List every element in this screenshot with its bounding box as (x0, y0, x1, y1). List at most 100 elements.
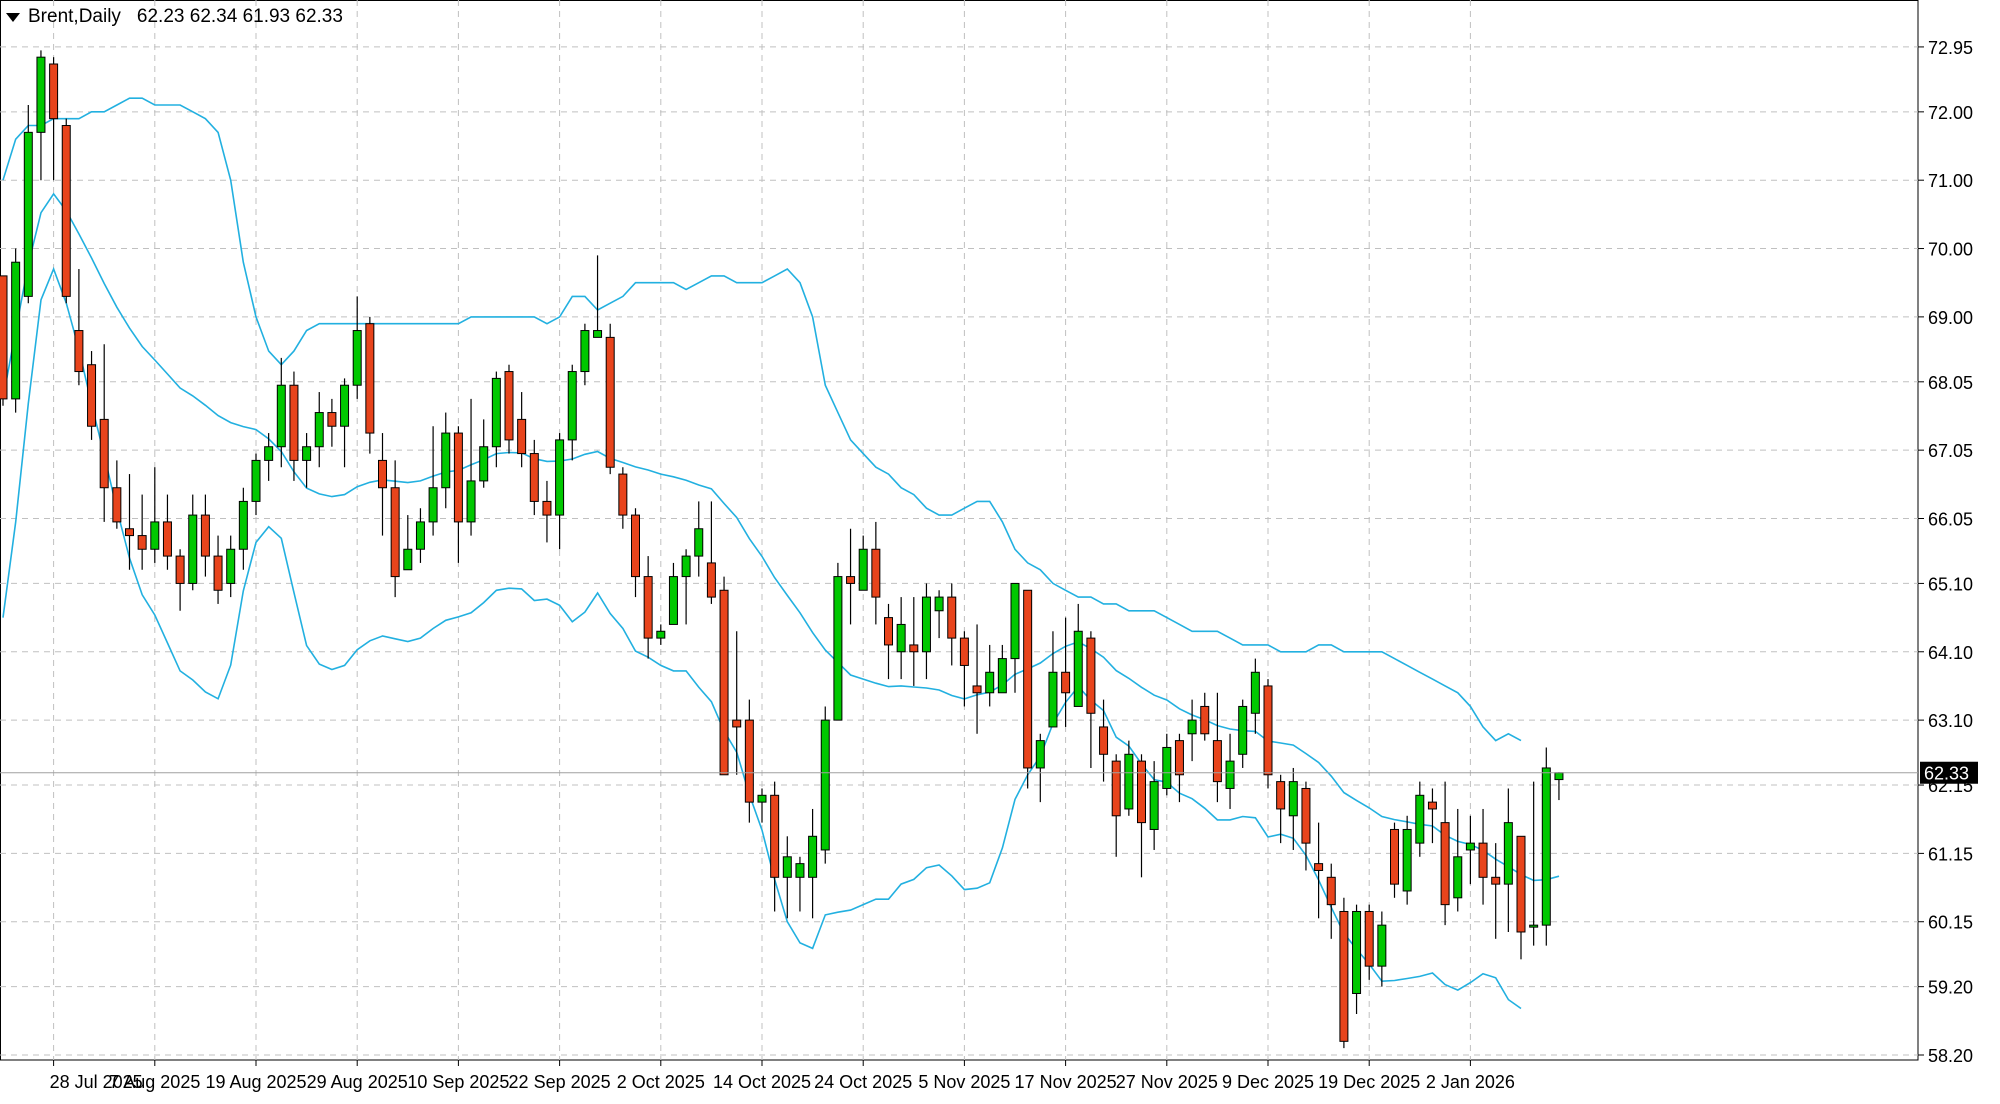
bull-candle-body (1529, 924, 1539, 928)
candle (340, 378, 350, 468)
bear-candle-body (162, 521, 172, 557)
x-tick-label: 7 Aug 2025 (109, 1072, 200, 1092)
bear-candle-body (972, 685, 982, 694)
candle (555, 433, 565, 550)
bear-candle-body (1339, 910, 1349, 1042)
y-tick-label: 63.10 (1928, 711, 1973, 731)
candle (694, 501, 704, 577)
collapse-triangle-icon[interactable] (6, 12, 20, 22)
candle (1276, 774, 1286, 844)
bear-candle-body (137, 535, 147, 550)
candle (99, 344, 109, 522)
x-tick-label: 2 Jan 2026 (1426, 1072, 1515, 1092)
y-tick-label: 72.00 (1928, 103, 1973, 123)
candle (327, 398, 337, 447)
candle (719, 576, 729, 776)
candle (1099, 699, 1109, 782)
bull-candle-body (1187, 719, 1197, 735)
candle (1516, 835, 1526, 960)
candle (770, 781, 780, 912)
x-tick-label: 27 Nov 2025 (1116, 1072, 1218, 1092)
candle (162, 494, 172, 570)
candle (1541, 747, 1551, 946)
bull-candle-body (833, 576, 843, 721)
bear-candle-body (744, 719, 754, 803)
bull-candle-body (555, 439, 565, 516)
candle (441, 412, 451, 509)
y-tick-label: 71.00 (1928, 171, 1973, 191)
bull-candle-body (820, 719, 830, 851)
candle (921, 583, 931, 680)
current-price-label: 62.33 (1924, 764, 1969, 784)
chart-header: Brent,Daily 62.23 62.34 61.93 62.33 (6, 6, 343, 28)
candle (972, 624, 982, 734)
bear-candle-body (327, 412, 337, 427)
candle (1453, 808, 1463, 912)
candle (74, 269, 84, 386)
candle (605, 323, 615, 475)
candle (1035, 733, 1045, 803)
candle (656, 624, 666, 645)
candle (681, 549, 691, 625)
y-tick-label: 58.20 (1928, 1046, 1973, 1066)
bear-candle-body (1516, 835, 1526, 933)
symbol-label: Brent,Daily (28, 6, 121, 27)
bear-candle-body (289, 384, 299, 461)
bull-candle-body (997, 658, 1007, 694)
candle (1250, 658, 1260, 734)
candle (1238, 699, 1248, 768)
candle (934, 590, 944, 639)
bull-candle-body (1238, 705, 1248, 755)
candle (1339, 897, 1349, 1049)
grid-layer (0, 0, 1919, 1061)
candle (137, 494, 147, 570)
candle (593, 255, 603, 338)
candle (1326, 863, 1336, 939)
bear-candle-body (1326, 876, 1336, 906)
bear-candle-body (1212, 740, 1222, 783)
bull-candle-body (921, 596, 931, 653)
candle (390, 460, 400, 598)
candle (1048, 631, 1058, 728)
candle (1225, 733, 1235, 809)
bull-candle-body (226, 548, 236, 584)
bull-candle-body (36, 56, 46, 133)
bear-candle-body (175, 555, 185, 584)
bull-candle-body (985, 671, 995, 694)
candle (1427, 788, 1437, 844)
x-tick-label: 5 Nov 2025 (918, 1072, 1010, 1092)
bear-candle-body (1200, 705, 1210, 735)
bear-candle-body (504, 371, 514, 441)
y-tick-label: 66.05 (1928, 509, 1973, 529)
candle (175, 549, 185, 611)
bear-candle-body (1086, 637, 1096, 714)
candle (517, 392, 527, 468)
bull-candle-body (352, 330, 362, 386)
bear-candle-body (1174, 740, 1184, 776)
candle (744, 699, 754, 823)
candle (1377, 911, 1387, 987)
candle (1314, 822, 1324, 919)
bull-candle-body (934, 596, 944, 612)
x-tick-label: 2 Oct 2025 (617, 1072, 705, 1092)
candle (795, 856, 805, 912)
candle (858, 535, 868, 591)
bear-candle-body (947, 596, 957, 639)
candle (403, 515, 413, 571)
y-tick-label: 65.10 (1928, 574, 1973, 594)
bull-candle-body (896, 623, 906, 653)
candle (820, 706, 830, 864)
bear-candle-body (719, 589, 729, 776)
bull-candle-body (656, 630, 666, 639)
bull-candle-body (251, 459, 261, 502)
candle (909, 597, 919, 686)
bull-candle-body (340, 384, 350, 427)
x-tick-label: 22 Sep 2025 (509, 1072, 611, 1092)
candle (1086, 631, 1096, 768)
bull-candle-body (681, 555, 691, 578)
candle (631, 508, 640, 598)
candle (1478, 808, 1488, 905)
bull-candle-body (314, 412, 324, 448)
